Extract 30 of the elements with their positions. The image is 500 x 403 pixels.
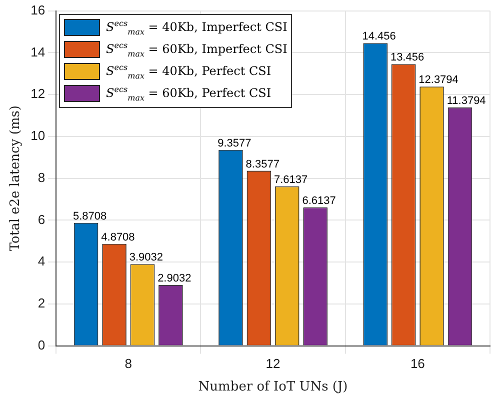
data-label: 6.6137 <box>302 194 336 207</box>
y-tick-label: 4 <box>38 254 46 269</box>
data-label: 11.3794 <box>446 95 486 108</box>
x-tick-label: 16 <box>410 356 425 372</box>
x-tick-label: 8 <box>124 356 132 372</box>
data-label: 14.456 <box>362 30 396 43</box>
y-tick-label: 10 <box>30 128 46 144</box>
x-tick-label: 12 <box>266 356 280 372</box>
x-axis-title: Number of IoT UNs (J) <box>198 380 348 395</box>
legend-label: S$^{ecs}$$_{max}$ = 60Kb, Imperfect CSI <box>106 40 288 58</box>
data-label: 7.6137 <box>274 174 308 186</box>
data-label: 3.9032 <box>129 252 164 264</box>
data-label: 2.9032 <box>158 272 192 285</box>
data-label: 5.8708 <box>72 210 107 222</box>
data-label: 9.3577 <box>218 137 252 150</box>
y-axis-title: Total e2e latency (ms) <box>8 105 24 252</box>
legend-label: S$^{ecs}$$_{max}$ = 40Kb, Imperfect CSI <box>106 18 288 36</box>
data-label: 4.8708 <box>101 231 135 244</box>
y-tick-label: 8 <box>38 170 46 185</box>
y-tick-label: 12 <box>30 86 46 102</box>
data-label: 12.3794 <box>418 74 458 86</box>
legend-label: S$^{ecs}$$_{max}$ = 60Kb, Perfect CSI <box>106 84 272 102</box>
y-tick-label: 6 <box>38 212 46 227</box>
legend-label: S$^{ecs}$$_{max}$ = 40Kb, Perfect CSI <box>106 62 272 80</box>
data-label: 13.456 <box>390 52 424 64</box>
data-label: 8.3577 <box>246 158 280 170</box>
y-tick-label: 0 <box>38 337 46 352</box>
y-tick-label: 14 <box>30 44 46 60</box>
y-tick-label: 2 <box>38 296 46 311</box>
y-tick-label: 16 <box>30 2 46 18</box>
